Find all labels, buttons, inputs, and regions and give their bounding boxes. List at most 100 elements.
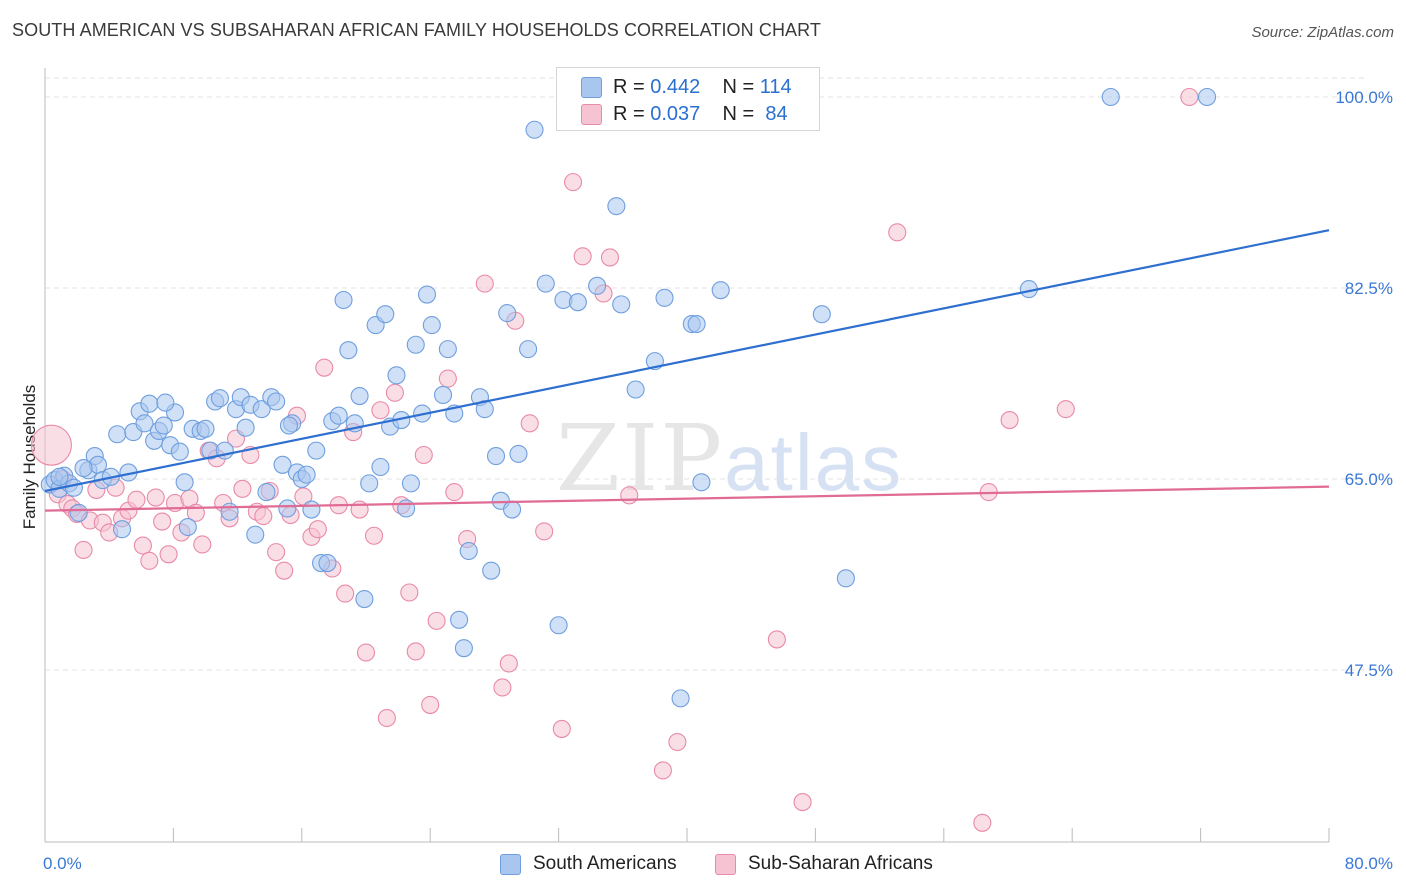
point-south-americans: [360, 474, 379, 493]
point-sub-saharan-africans: [127, 490, 146, 509]
point-sub-saharan-africans: [153, 512, 172, 531]
point-south-americans: [406, 335, 425, 354]
legend-r-label: R =: [613, 102, 645, 125]
point-sub-saharan-africans: [364, 526, 384, 545]
point-sub-saharan-africans: [438, 369, 457, 388]
point-south-americans: [536, 274, 555, 293]
point-south-americans: [498, 304, 517, 323]
point-south-americans: [612, 295, 631, 314]
legend-n-label: N =: [722, 75, 755, 98]
point-sub-saharan-africans: [668, 732, 687, 752]
point-south-americans: [50, 467, 69, 486]
point-south-americans: [376, 305, 395, 324]
point-south-americans: [69, 503, 88, 522]
legend-n-value-pink: 84: [765, 102, 788, 125]
point-sub-saharan-africans: [535, 522, 554, 541]
point-sub-saharan-africans: [1180, 87, 1199, 107]
point-sub-saharan-africans: [414, 445, 433, 465]
point-south-americans: [273, 455, 292, 474]
point-south-americans: [252, 400, 271, 419]
bottom-legend-label-sub-saharan-africans: Sub-Saharan Africans: [748, 853, 933, 874]
point-south-americans: [334, 290, 353, 310]
legend-r-label: R =: [613, 75, 645, 98]
point-south-americans: [236, 418, 255, 437]
point-sub-saharan-africans: [620, 486, 639, 505]
point-sub-saharan-africans: [275, 561, 294, 580]
legend-swatch-pink: [581, 103, 602, 125]
point-south-americans: [1101, 87, 1120, 107]
point-sub-saharan-africans: [793, 793, 812, 812]
point-south-americans: [519, 340, 538, 359]
legend-row-sub-saharan-africans: R = 0.037 N = 84: [581, 101, 788, 127]
point-south-americans: [450, 610, 469, 629]
point-south-americans: [655, 288, 674, 307]
point-south-americans: [307, 441, 326, 460]
point-south-americans: [387, 366, 406, 385]
point-south-americans: [687, 314, 706, 334]
point-south-americans: [438, 340, 457, 359]
legend-box: R = 0.442 N = 114 R = 0.037 N = 84: [556, 67, 820, 131]
legend-n-value-blue: 114: [759, 75, 792, 98]
point-south-americans: [74, 459, 93, 478]
point-south-americans: [397, 499, 416, 518]
legend-row-south-americans: R = 0.442 N = 114: [581, 74, 792, 100]
point-sub-saharan-africans: [267, 543, 286, 562]
point-south-americans: [140, 394, 159, 413]
point-south-americans: [64, 478, 83, 497]
point-south-americans: [459, 541, 478, 561]
point-south-americans: [836, 569, 855, 588]
point-sub-saharan-africans: [427, 611, 446, 630]
point-south-americans: [401, 474, 420, 493]
point-sub-saharan-africans: [563, 173, 583, 192]
watermark-zip: ZIP: [556, 405, 725, 512]
point-sub-saharan-africans: [520, 414, 539, 433]
point-south-americans: [482, 561, 501, 580]
y-tick-label: 82.5%: [1345, 279, 1393, 298]
trend-line-sub-saharan-africans: [44, 485, 1330, 512]
legend-r-value-pink: 0.037: [650, 102, 701, 125]
point-south-americans: [549, 616, 568, 635]
point-sub-saharan-africans: [445, 483, 464, 502]
point-sub-saharan-africans: [133, 536, 152, 555]
point-south-americans: [355, 590, 374, 609]
point-south-americans: [339, 341, 358, 360]
point-sub-saharan-africans: [1000, 411, 1019, 430]
point-sub-saharan-africans: [493, 678, 512, 697]
point-south-americans: [525, 120, 544, 139]
point-sub-saharan-africans: [140, 551, 159, 570]
point-sub-saharan-africans: [371, 401, 390, 420]
point-sub-saharan-africans: [573, 247, 592, 266]
trend-line-south-americans: [44, 229, 1330, 493]
point-south-americans: [692, 473, 711, 492]
point-sub-saharan-africans: [600, 248, 620, 267]
point-south-americans: [135, 414, 154, 433]
bottom-legend-label-south-americans: South Americans: [533, 853, 677, 874]
point-south-americans: [278, 499, 297, 518]
point-south-americans: [297, 465, 316, 484]
point-south-americans: [178, 517, 197, 537]
point-south-americans: [350, 387, 369, 406]
point-sub-saharan-africans: [888, 223, 907, 242]
point-south-americans: [486, 447, 506, 466]
bottom-legend-south-americans: South Americans: [500, 851, 677, 877]
point-south-americans: [1197, 87, 1217, 107]
point-sub-saharan-africans: [400, 583, 419, 602]
point-south-americans: [196, 419, 215, 438]
point-sub-saharan-africans: [308, 520, 327, 539]
point-south-americans: [509, 444, 528, 463]
point-south-americans: [170, 442, 189, 461]
point-south-americans: [454, 639, 473, 658]
y-tick-label: 47.5%: [1345, 661, 1393, 680]
point-south-americans: [417, 285, 437, 304]
point-sub-saharan-africans: [421, 695, 440, 714]
point-sub-saharan-africans: [377, 708, 396, 728]
legend-r-value-blue: 0.442: [650, 75, 701, 98]
point-south-americans: [246, 525, 265, 544]
point-south-americans: [812, 305, 831, 324]
point-south-americans: [433, 385, 453, 405]
x-tick-label-max: 80.0%: [1345, 854, 1393, 873]
point-south-americans: [108, 425, 127, 444]
point-south-americans: [422, 316, 441, 335]
point-south-americans: [671, 689, 690, 708]
